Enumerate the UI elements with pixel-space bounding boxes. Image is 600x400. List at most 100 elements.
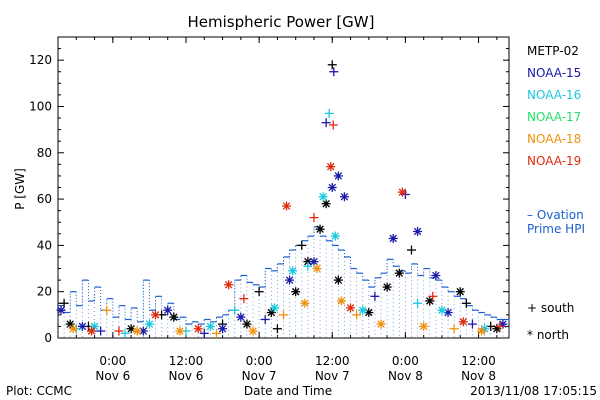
point-noaa-18-north	[477, 326, 487, 336]
point-noaa-15-north	[163, 305, 173, 315]
x-tick-date: Nov 6	[169, 369, 204, 383]
point-noaa-18-north	[248, 326, 258, 336]
point-noaa-19-south	[239, 294, 249, 304]
marker-stroke	[270, 304, 279, 312]
legend-noaa-15: NOAA-15	[527, 66, 581, 80]
chart-title: Hemispheric Power [GW]	[188, 13, 375, 31]
marker-stroke	[326, 162, 335, 171]
x-tick-time: 0:00	[392, 354, 419, 368]
marker-stroke	[249, 327, 257, 335]
point-noaa-16-south	[324, 108, 334, 118]
point-noaa-19-north	[224, 280, 234, 290]
marker-stroke	[426, 297, 434, 305]
marker-stroke	[328, 183, 337, 192]
point-noaa-19-south	[309, 213, 319, 223]
legend-noaa-16: NOAA-16	[527, 88, 581, 102]
marker-stroke	[57, 306, 65, 314]
point-noaa-16-north	[90, 321, 100, 331]
marker-stroke	[419, 322, 428, 331]
y-tick-label: 0	[44, 331, 52, 345]
y-axis-label: P [GW]	[13, 168, 27, 210]
point-noaa-15-north	[388, 233, 398, 243]
point-noaa-18-north	[376, 319, 386, 329]
x-tick-date: Nov 8	[461, 369, 496, 383]
point-metp-02-south	[254, 287, 264, 297]
point-noaa-15-south	[370, 291, 380, 301]
marker-stroke	[459, 318, 468, 326]
point-metp-02-north	[242, 319, 252, 329]
marker-stroke	[337, 297, 346, 305]
point-noaa-15-north	[339, 192, 349, 202]
point-metp-02-north	[321, 199, 331, 209]
point-noaa-15-north	[327, 183, 337, 192]
plot-timestamp: 2013/11/08 17:05:15	[470, 384, 597, 398]
x-tick-date: Nov 7	[242, 369, 277, 383]
point-metp-02-north	[333, 275, 343, 285]
point-noaa-16-south	[120, 328, 130, 338]
legend-noaa-18: NOAA-18	[527, 132, 581, 146]
point-metp-02-north	[315, 224, 325, 234]
point-noaa-18-north	[175, 326, 185, 336]
marker-stroke	[127, 324, 135, 333]
marker-stroke	[288, 267, 297, 275]
x-tick-time: 12:00	[315, 354, 350, 368]
point-noaa-15-north	[431, 270, 441, 280]
marker-stroke	[69, 324, 77, 333]
point-metp-02-north	[291, 287, 301, 297]
marker-stroke	[145, 320, 154, 328]
marker-stroke	[310, 257, 318, 266]
point-noaa-15-north	[309, 257, 319, 267]
legend-ovation-line1: – Ovation	[527, 208, 584, 222]
marker-stroke	[313, 264, 321, 273]
x-axis-label: Date and Time	[244, 384, 332, 398]
point-metp-02-north	[169, 312, 179, 322]
marker-stroke	[66, 320, 74, 328]
marker-stroke	[389, 234, 397, 243]
point-noaa-15-north	[218, 324, 228, 334]
point-metp-02-north	[394, 268, 404, 278]
marker-stroke	[432, 271, 440, 280]
point-metp-02-south	[406, 245, 416, 255]
point-noaa-19-south	[428, 291, 438, 301]
marker-stroke	[340, 193, 349, 201]
point-noaa-18-south	[102, 305, 112, 315]
point-noaa-16-north	[288, 266, 298, 276]
marker-stroke	[206, 322, 215, 331]
point-noaa-15-north	[236, 312, 246, 322]
ovation-series	[57, 226, 510, 338]
point-metp-02-north	[65, 319, 75, 329]
plot-frame	[57, 36, 510, 339]
point-metp-02-north	[455, 287, 465, 297]
point-noaa-16-south	[413, 298, 423, 308]
point-noaa-18-north	[132, 326, 142, 336]
point-metp-02-south	[461, 298, 471, 308]
x-tick-time: 12:00	[461, 354, 496, 368]
marker-stroke	[267, 308, 276, 317]
point-noaa-16-north	[144, 319, 154, 329]
point-noaa-19-north	[87, 326, 97, 336]
y-tick-label: 120	[29, 53, 52, 67]
marker-stroke	[218, 324, 227, 333]
marker-stroke	[87, 327, 96, 335]
y-tick-label: 100	[29, 99, 52, 113]
legend-ovation-line2: Prime HPI	[527, 222, 585, 236]
point-noaa-16-north	[205, 321, 215, 331]
x-tick-date: Nov 8	[388, 369, 423, 383]
point-noaa-18-north	[300, 298, 310, 308]
marker-stroke	[90, 322, 99, 331]
point-metp-02-south	[59, 298, 69, 308]
point-noaa-15-south	[321, 118, 331, 128]
marker-stroke	[383, 283, 391, 291]
marker-stroke	[151, 311, 160, 319]
point-noaa-19-south	[114, 326, 124, 336]
marker-stroke	[331, 232, 340, 240]
data-points	[56, 60, 508, 338]
point-noaa-19-south	[495, 321, 505, 331]
marker-stroke	[334, 172, 343, 180]
marker-stroke	[285, 276, 294, 284]
point-noaa-19-south	[328, 120, 338, 130]
marker-stroke	[163, 306, 172, 314]
point-noaa-18-north	[68, 324, 78, 334]
marker-stroke	[322, 199, 330, 208]
